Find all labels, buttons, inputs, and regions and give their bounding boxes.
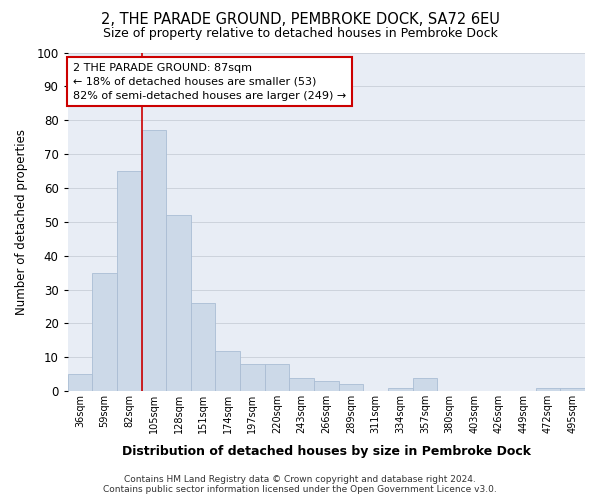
Bar [388,388,413,391]
Bar [413,378,437,391]
Text: 2 THE PARADE GROUND: 87sqm
← 18% of detached houses are smaller (53)
82% of semi: 2 THE PARADE GROUND: 87sqm ← 18% of deta… [73,62,346,100]
Bar [92,272,117,391]
Text: 2, THE PARADE GROUND, PEMBROKE DOCK, SA72 6EU: 2, THE PARADE GROUND, PEMBROKE DOCK, SA7… [101,12,499,28]
Bar [289,378,314,391]
Y-axis label: Number of detached properties: Number of detached properties [15,129,28,315]
Bar [215,350,240,391]
Bar [338,384,363,391]
Text: Size of property relative to detached houses in Pembroke Dock: Size of property relative to detached ho… [103,28,497,40]
Bar [68,374,92,391]
X-axis label: Distribution of detached houses by size in Pembroke Dock: Distribution of detached houses by size … [122,444,531,458]
Bar [560,388,585,391]
Bar [536,388,560,391]
Bar [117,171,142,391]
Bar [142,130,166,391]
Bar [240,364,265,391]
Bar [314,381,338,391]
Bar [265,364,289,391]
Text: Contains HM Land Registry data © Crown copyright and database right 2024.
Contai: Contains HM Land Registry data © Crown c… [103,474,497,494]
Bar [166,215,191,391]
Bar [191,303,215,391]
